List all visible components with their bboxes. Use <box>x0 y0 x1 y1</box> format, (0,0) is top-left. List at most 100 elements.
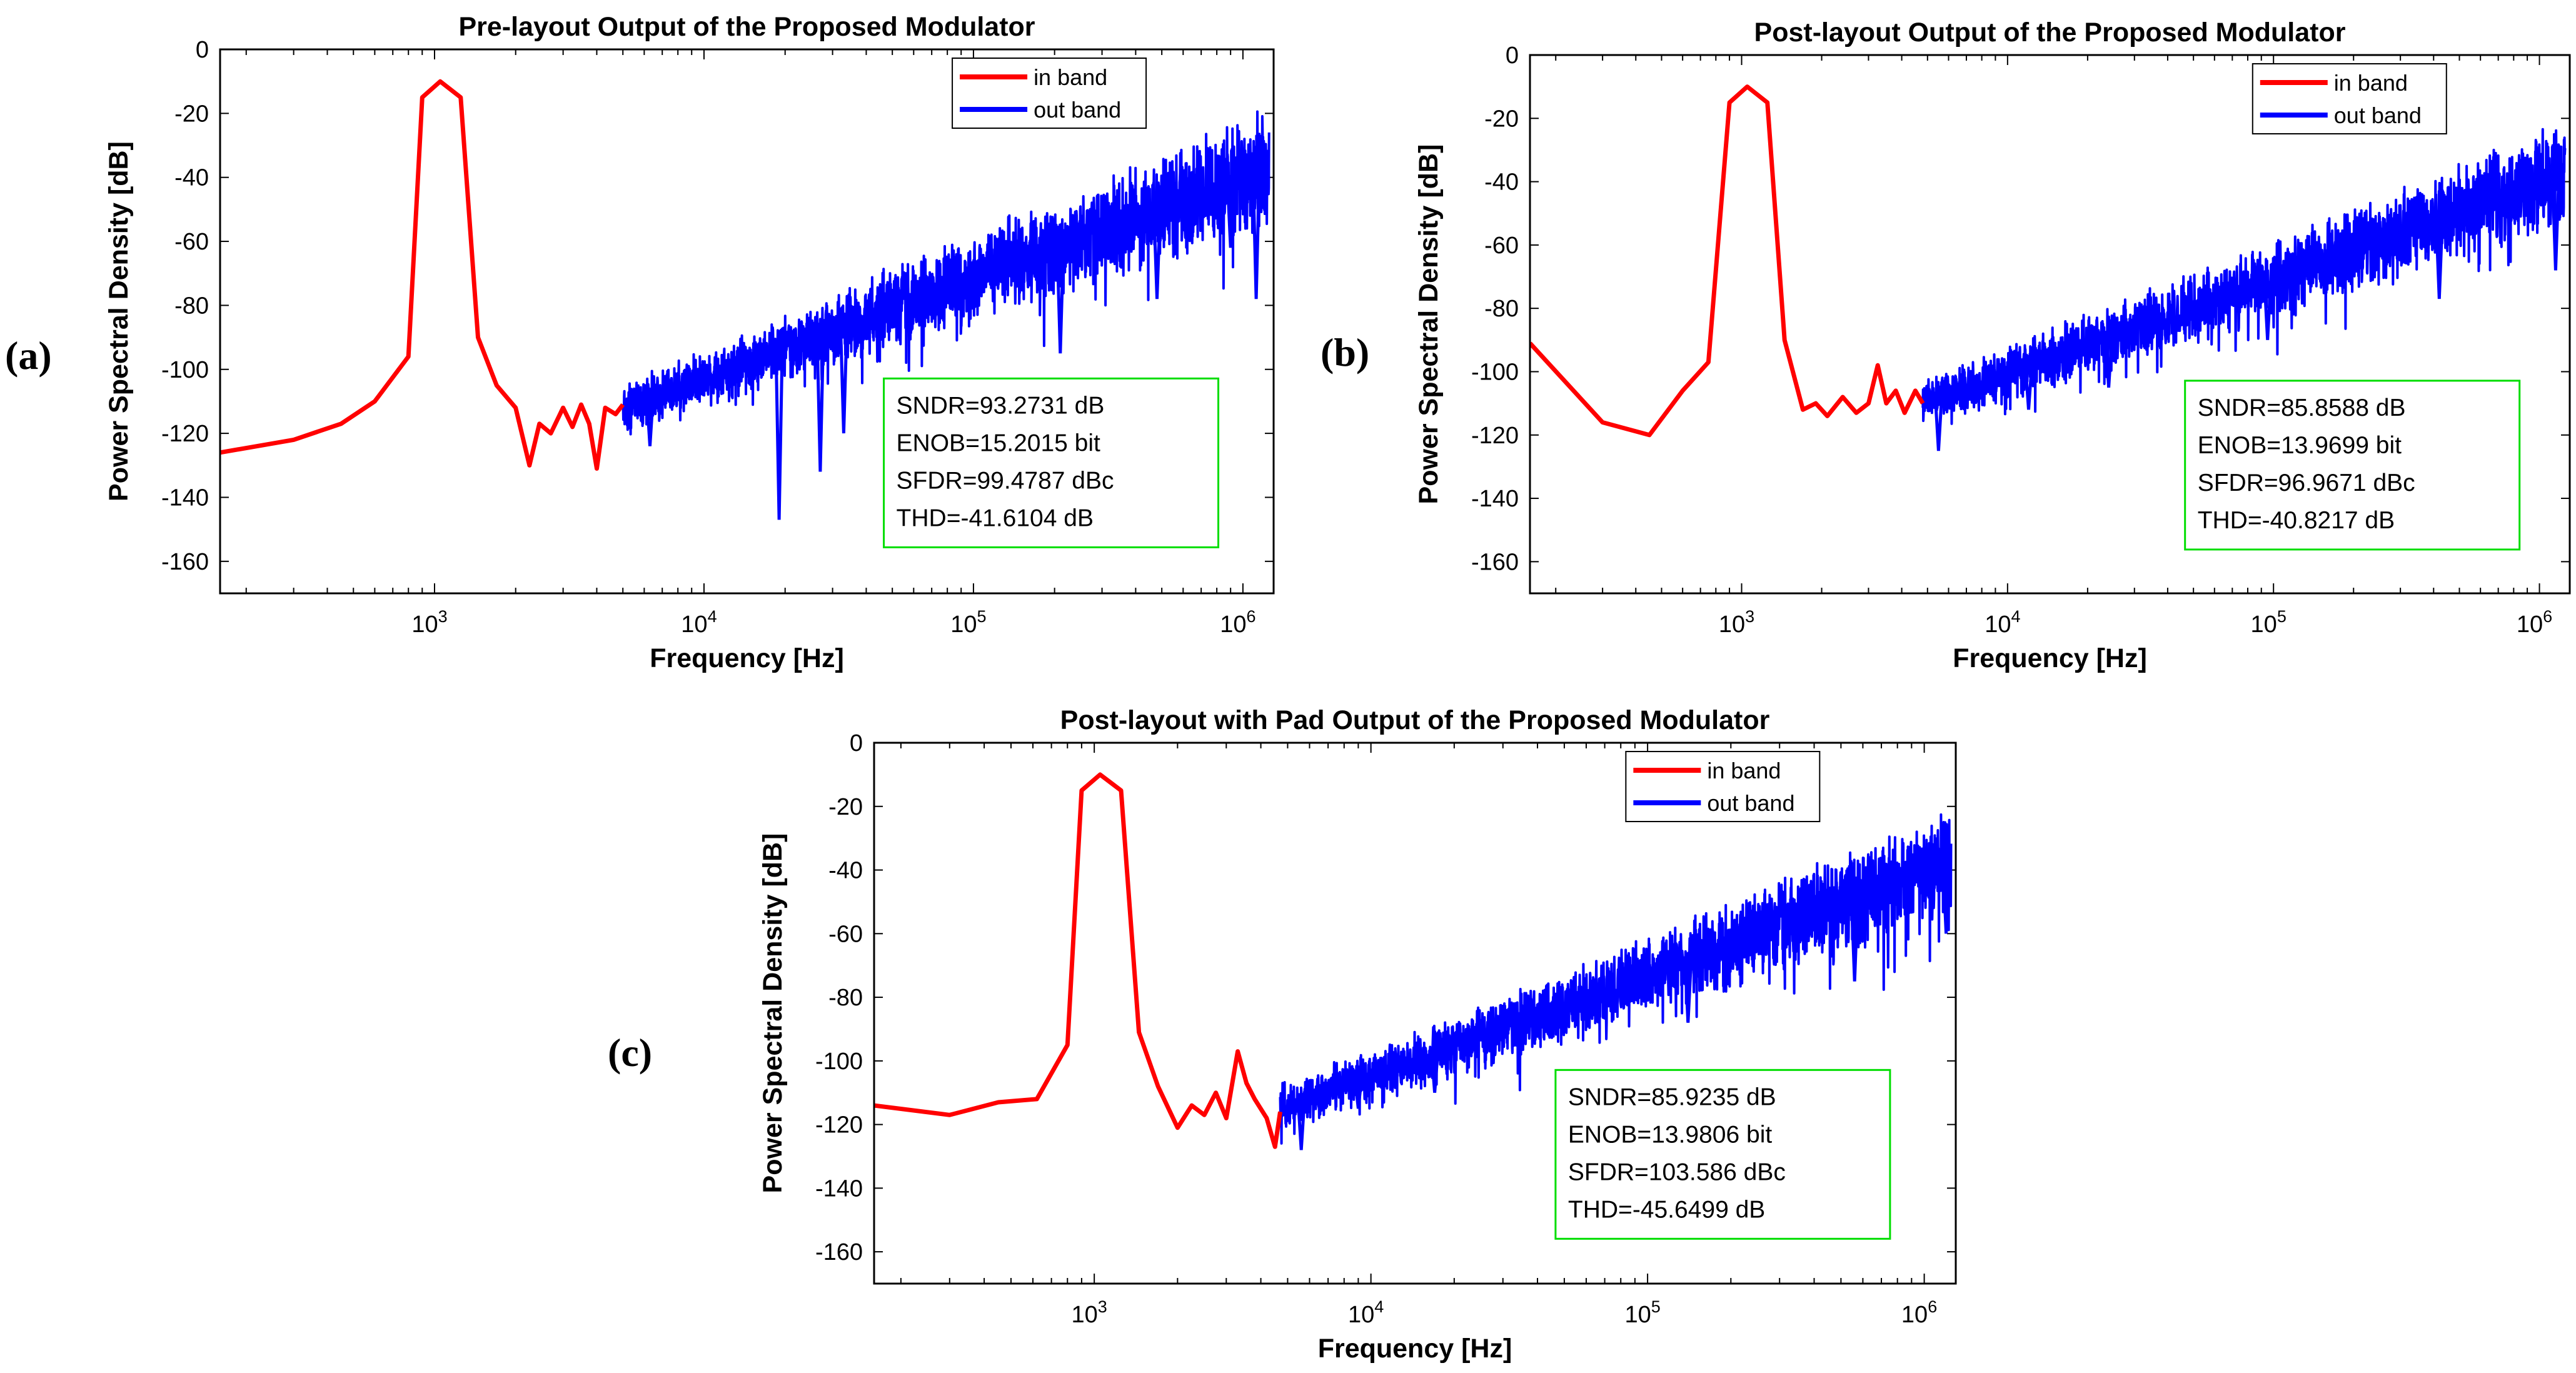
legend: in band out band <box>2251 63 2447 134</box>
panel-a: (a) Pre-layout Output of the Proposed Mod… <box>5 12 1275 673</box>
stats-line: ENOB=13.9699 bit <box>2198 432 2402 459</box>
y-tick-label: -140 <box>1471 486 1519 512</box>
out-band-dip <box>1055 245 1065 354</box>
out-band-dip <box>1296 1100 1306 1150</box>
y-tick-label: -60 <box>1484 233 1519 259</box>
y-tick-label: -120 <box>815 1112 863 1139</box>
out-band-dip <box>1933 398 1943 451</box>
legend-label-out-band: out band <box>1034 97 1121 123</box>
stats-line: SFDR=96.9671 dBc <box>2198 470 2415 496</box>
stats-border <box>2184 380 2521 551</box>
stats-line: SNDR=85.9235 dB <box>1568 1084 1776 1110</box>
stats-line: ENOB=13.9806 bit <box>1568 1121 1772 1148</box>
out-band-dip <box>1353 1080 1363 1109</box>
legend-label-in-band: in band <box>2334 70 2408 96</box>
y-tick-label: -20 <box>1484 106 1519 132</box>
y-axis-label: Power Spectral Density [dB] <box>104 141 134 501</box>
legend-box <box>2251 63 2447 134</box>
stats-line: SFDR=99.4787 dBc <box>897 467 1114 494</box>
y-tick-label: -40 <box>1484 169 1519 196</box>
series-group <box>874 772 1953 1150</box>
stats-border <box>1554 1069 1891 1240</box>
in-band-line <box>1530 84 1925 438</box>
legend-box <box>1625 751 1821 822</box>
legend-label-in-band: in band <box>1034 64 1107 90</box>
out-band-dip <box>1941 865 1951 934</box>
y-tick-label: -100 <box>1471 359 1519 385</box>
stats-line: SFDR=103.586 dBc <box>1568 1159 1786 1185</box>
axes-box <box>873 742 1957 1285</box>
out-band-dip <box>1152 209 1162 299</box>
chart-title: Post-layout Output of the Proposed Modul… <box>1754 18 2346 48</box>
y-tick-label: -40 <box>828 858 863 884</box>
y-tick-label: -100 <box>815 1049 863 1075</box>
out-band-dip <box>2104 337 2114 388</box>
series-group <box>1530 84 2567 451</box>
panel-label: (c) <box>608 1030 652 1075</box>
legend-label-in-band: in band <box>1707 758 1781 783</box>
stats-box: SNDR=85.9235 dB ENOB=13.9806 bit SFDR=103.… <box>1554 1069 1891 1240</box>
y-tick-label: -100 <box>161 357 209 383</box>
stats-line: SNDR=93.2731 dB <box>897 392 1105 419</box>
stats-line: THD=-40.8217 dB <box>2198 507 2395 534</box>
out-band-dip <box>1251 172 1261 299</box>
out-band-dip <box>2024 365 2033 410</box>
legend-box <box>952 58 1147 129</box>
out-band-dip <box>1225 182 1235 248</box>
y-tick-label: -80 <box>1484 296 1519 322</box>
out-band-dip <box>1849 898 1859 982</box>
stats-line: SNDR=85.8588 dB <box>2198 395 2406 421</box>
y-tick-label: -60 <box>174 229 209 255</box>
panel-label: (b) <box>1321 330 1369 375</box>
out-band-dip <box>2434 219 2444 299</box>
axes-box <box>1529 54 2571 595</box>
chart-title: Pre-layout Output of the Proposed Modula… <box>458 12 1035 42</box>
axes-box <box>219 48 1275 595</box>
y-tick-label: 0 <box>1506 43 1519 69</box>
y-tick-label: -160 <box>1471 549 1519 575</box>
panel-label: (a) <box>5 333 52 378</box>
panel-c: (c) Post-layout with Pad Output of the Pr… <box>608 705 1957 1364</box>
y-tick-label: -160 <box>161 549 209 575</box>
y-tick-label: -20 <box>828 794 863 820</box>
out-band-line <box>1921 128 2567 425</box>
y-tick-label: -120 <box>1471 423 1519 449</box>
stats-line: THD=-41.6104 dB <box>897 505 1094 531</box>
legend-label-out-band: out band <box>1707 790 1794 816</box>
out-band-dip <box>645 397 655 446</box>
y-tick-label: -140 <box>161 485 209 511</box>
stats-box: SNDR=85.8588 dB ENOB=13.9699 bit SFDR=96.9… <box>2184 380 2521 551</box>
y-tick-label: -80 <box>174 293 209 319</box>
legend: in band out band <box>952 58 1147 129</box>
y-tick-label: -60 <box>828 921 863 947</box>
x-axis-label: Frequency [Hz] <box>1953 643 2147 673</box>
stats-line: ENOB=15.2015 bit <box>897 430 1100 456</box>
series-group <box>220 79 1270 520</box>
y-axis-label: Power Spectral Density [dB] <box>1414 144 1444 505</box>
stats-box: SNDR=93.2731 dB ENOB=15.2015 bit SFDR=99.4… <box>883 377 1220 548</box>
out-band-dip <box>1430 1052 1440 1093</box>
y-tick-label: 0 <box>850 730 863 757</box>
y-tick-label: -140 <box>815 1175 863 1202</box>
out-band-line <box>621 110 1270 436</box>
legend: in band out band <box>1625 751 1821 822</box>
out-band-dip <box>1683 959 1693 1023</box>
in-band-line <box>874 772 1282 1149</box>
out-band-dip <box>815 334 825 472</box>
out-band-dip <box>2550 178 2560 271</box>
legend-label-out-band: out band <box>2334 103 2422 128</box>
y-tick-label: -120 <box>161 421 209 447</box>
out-band-line <box>1279 813 1953 1145</box>
out-band-dip <box>2263 281 2273 340</box>
stats-line: THD=-45.6499 dB <box>1568 1196 1765 1223</box>
y-axis-label: Power Spectral Density [dB] <box>758 833 788 1194</box>
chart-title: Post-layout with Pad Output of the Propo… <box>1060 705 1770 735</box>
y-tick-label: -40 <box>174 165 209 191</box>
y-tick-label: -160 <box>815 1239 863 1265</box>
y-tick-label: -80 <box>828 985 863 1011</box>
out-band-dip <box>774 350 784 520</box>
x-axis-label: Frequency [Hz] <box>1318 1334 1512 1364</box>
out-band-dip <box>838 325 848 434</box>
panel-b: (b) Post-layout Output of the Proposed Mo… <box>1321 18 2571 673</box>
